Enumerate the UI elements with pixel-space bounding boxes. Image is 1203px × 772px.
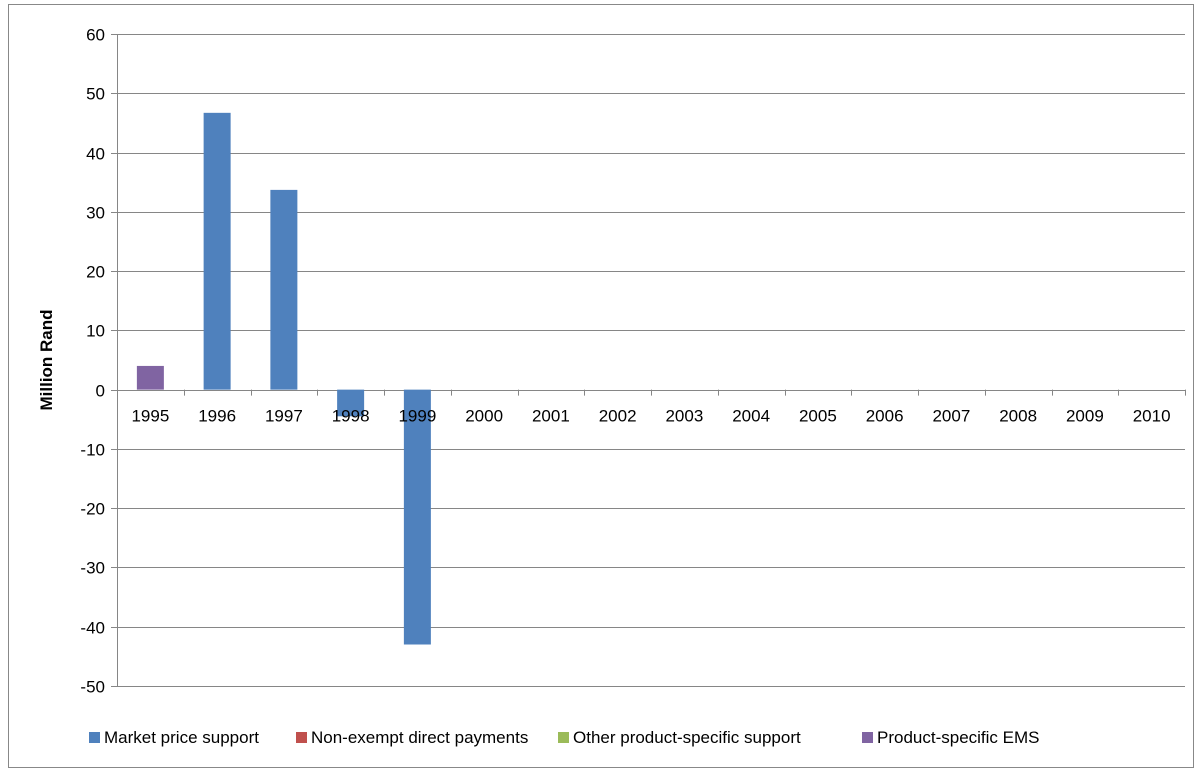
- bar: [403, 389, 431, 645]
- bar: [270, 189, 298, 390]
- y-tick-label: 0: [96, 382, 105, 401]
- x-axis-ticks: 1995 1996 1997 1998 1999 2000 2001 2002 2003 2004…: [117, 389, 1186, 426]
- y-tick-label: -40: [80, 619, 105, 638]
- x-tick-label: 1996: [198, 407, 236, 426]
- y-axis-ticks: 60 50 40 30 20 10 0 -10 -20 -30 -40 -50: [80, 26, 105, 697]
- x-tick-label: 2000: [465, 407, 503, 426]
- y-tick-label: 10: [86, 322, 105, 341]
- x-tick-label: 1998: [332, 407, 370, 426]
- bar: [337, 389, 365, 417]
- y-tick-label: 40: [86, 145, 105, 164]
- bars: [136, 112, 431, 645]
- x-tick-label: 2004: [732, 407, 770, 426]
- x-tick-label: 2007: [932, 407, 970, 426]
- x-tick-label: 1995: [131, 407, 169, 426]
- y-tick-label: 20: [86, 263, 105, 282]
- x-tick-label: 2009: [1066, 407, 1104, 426]
- x-tick-label: 2006: [866, 407, 904, 426]
- y-tick-label: 60: [86, 26, 105, 45]
- legend-swatch: [862, 732, 873, 743]
- legend-label: Product-specific EMS: [877, 728, 1040, 747]
- legend-swatch: [89, 732, 100, 743]
- y-tick-label: -50: [80, 678, 105, 697]
- legend-label: Non-exempt direct payments: [311, 728, 528, 747]
- x-tick-label: 1999: [398, 407, 436, 426]
- x-tick-label: 2001: [532, 407, 570, 426]
- legend-swatch: [296, 732, 307, 743]
- y-tick-label: -20: [80, 500, 105, 519]
- legend: Market price support Non-exempt direct pa…: [89, 728, 1040, 747]
- legend-label: Market price support: [104, 728, 259, 747]
- y-axis-label: Million Rand: [37, 309, 56, 410]
- bar: [203, 112, 231, 390]
- legend-label: Other product-specific support: [573, 728, 801, 747]
- x-tick-label: 2008: [999, 407, 1037, 426]
- x-tick-label: 2002: [599, 407, 637, 426]
- x-tick-label: 2010: [1133, 407, 1171, 426]
- y-tick-label: -10: [80, 441, 105, 460]
- x-tick-label: 2005: [799, 407, 837, 426]
- y-tick-label: -30: [80, 559, 105, 578]
- x-tick-label: 1997: [265, 407, 303, 426]
- bar: [136, 365, 164, 390]
- y-tick-label: 30: [86, 204, 105, 223]
- x-tick-label: 2003: [665, 407, 703, 426]
- y-tick-label: 50: [86, 85, 105, 104]
- legend-swatch: [558, 732, 569, 743]
